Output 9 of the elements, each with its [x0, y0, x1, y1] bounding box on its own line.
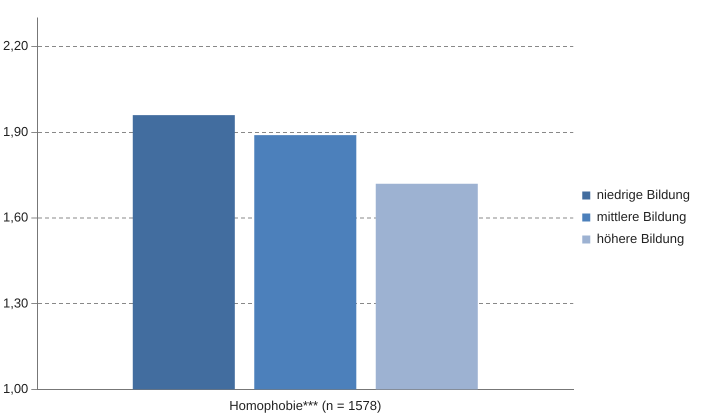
legend-label: mittlere Bildung	[596, 209, 686, 224]
legend-label: höhere Bildung	[596, 231, 684, 246]
x-tick-label: Homophobie*** (n = 1578)	[229, 398, 382, 413]
y-tick-label: 1,90	[2, 124, 28, 139]
legend-label: niedrige Bildung	[596, 187, 690, 202]
y-tick-label: 1,30	[2, 295, 28, 310]
y-tick-label: 1,00	[2, 380, 28, 396]
y-tick-label: 2,20	[2, 38, 28, 54]
y-tick-label: 1,60	[2, 210, 28, 225]
